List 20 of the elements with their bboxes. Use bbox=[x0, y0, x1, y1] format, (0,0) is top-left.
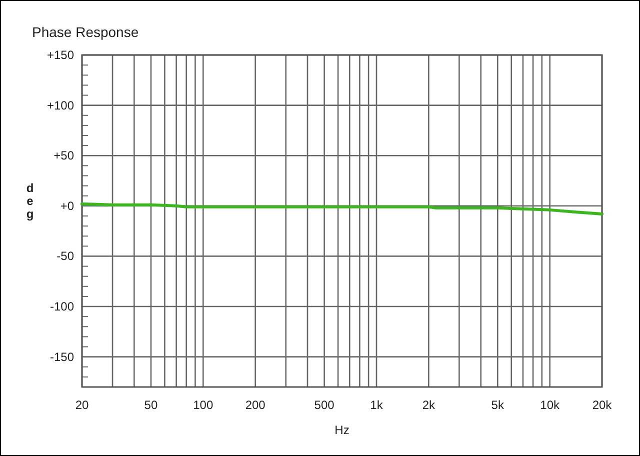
y-tick-label: +100 bbox=[46, 98, 74, 112]
y-tick-label: +50 bbox=[54, 148, 74, 163]
x-tick-label: 20k bbox=[592, 398, 613, 412]
x-tick-label: 2k bbox=[422, 398, 436, 412]
x-tick-label: 100 bbox=[193, 398, 214, 412]
x-tick-label: 1k bbox=[370, 398, 384, 412]
y-axis-title: deg bbox=[26, 180, 34, 221]
y-tick-label: +150 bbox=[46, 48, 74, 62]
x-tick-label: 5k bbox=[491, 398, 505, 412]
x-tick-label: 500 bbox=[314, 398, 335, 412]
y-tick-label: +0 bbox=[60, 198, 74, 213]
y-tick-label: -50 bbox=[56, 249, 74, 264]
x-tick-label: 20 bbox=[75, 398, 89, 412]
x-tick-label: 10k bbox=[540, 398, 560, 412]
chart-title: Phase Response bbox=[32, 24, 139, 40]
y-tick-label: -100 bbox=[50, 300, 74, 314]
x-axis-title: Hz bbox=[334, 423, 350, 437]
x-tick-label: 200 bbox=[245, 398, 266, 412]
y-tick-label: -150 bbox=[50, 350, 74, 364]
x-tick-label: 50 bbox=[144, 398, 158, 412]
